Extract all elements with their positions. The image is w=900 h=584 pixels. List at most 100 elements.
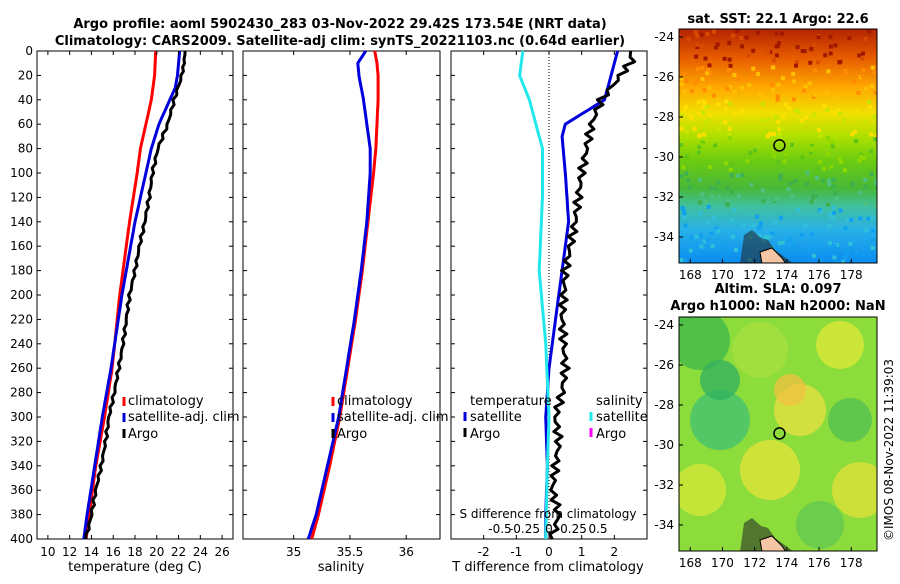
temperature-xlabel: temperature (deg C) bbox=[68, 560, 202, 575]
sst-pixel bbox=[694, 245, 699, 250]
sst-pixel bbox=[773, 220, 778, 225]
y-tick-label: 400 bbox=[10, 532, 33, 546]
sst-pixel bbox=[770, 231, 775, 236]
sst-pixel bbox=[833, 191, 838, 196]
sst-pixel bbox=[793, 108, 798, 113]
sst-pixel bbox=[832, 210, 837, 215]
sst-pixel bbox=[779, 215, 783, 220]
sst-pixel bbox=[806, 248, 811, 253]
series-line-salinity-satellite bbox=[518, 50, 551, 540]
sst-pixel bbox=[700, 66, 705, 70]
difference-legend: temperature satellite Argo salinity sate… bbox=[463, 394, 648, 442]
sst-pixel bbox=[863, 201, 868, 206]
sla-map-frame bbox=[678, 316, 878, 552]
sst-pixel bbox=[774, 53, 779, 58]
sst-pixel bbox=[827, 241, 832, 246]
sst-map-title: sat. SST: 22.1 Argo: 22.6 bbox=[687, 12, 868, 27]
sst-pixel bbox=[692, 127, 697, 132]
sst-pixel bbox=[753, 148, 758, 153]
x-tick-label: 16 bbox=[106, 545, 121, 559]
sst-pixel bbox=[695, 67, 700, 72]
sst-pixel bbox=[679, 82, 684, 87]
sst-pixel bbox=[856, 90, 861, 95]
sst-pixel bbox=[874, 203, 877, 208]
sla-anomaly-blob bbox=[796, 501, 844, 549]
sst-pixel bbox=[774, 31, 779, 36]
x-tick-label: 35.5 bbox=[337, 545, 364, 559]
map-x-tick-label: 178 bbox=[840, 268, 863, 282]
sst-pixel bbox=[714, 226, 719, 231]
sst-pixel bbox=[682, 89, 687, 94]
map-y-tick-label: -30 bbox=[654, 438, 674, 452]
sst-pixel bbox=[813, 68, 817, 73]
sst-pixel bbox=[766, 49, 771, 54]
map-x-tick-label: 168 bbox=[679, 268, 702, 282]
legend-label-t-satellite: satellite bbox=[470, 410, 522, 425]
sst-pixel bbox=[858, 169, 863, 174]
sst-pixel bbox=[757, 92, 762, 97]
sst-pixel bbox=[874, 140, 877, 145]
x-tick-label: 35 bbox=[286, 545, 301, 559]
sst-pixel bbox=[765, 134, 770, 139]
figure-title-line1: Argo profile: aoml 5902430_283 03-Nov-20… bbox=[73, 17, 606, 32]
sst-pixel bbox=[782, 159, 787, 164]
sst-pixel bbox=[827, 212, 832, 217]
sst-pixel bbox=[874, 181, 877, 186]
sst-pixel bbox=[681, 165, 686, 170]
sst-pixel bbox=[680, 206, 685, 210]
sst-pixel bbox=[778, 173, 783, 178]
sst-pixel bbox=[772, 154, 777, 159]
sst-pixel bbox=[709, 231, 714, 236]
sst-pixel bbox=[858, 190, 863, 195]
sst-pixel bbox=[727, 67, 731, 72]
sst-pixel bbox=[723, 106, 728, 111]
sst-pixel bbox=[857, 158, 862, 163]
sst-pixel bbox=[816, 128, 821, 133]
y-tick-label: 120 bbox=[10, 190, 33, 204]
sst-pixel bbox=[697, 133, 702, 138]
sst-pixel bbox=[679, 143, 683, 147]
sst-pixel bbox=[872, 70, 876, 75]
sst-pixel bbox=[712, 215, 717, 220]
sst-pixel bbox=[775, 94, 780, 99]
sst-pixel bbox=[707, 63, 712, 68]
sst-pixel bbox=[740, 173, 745, 177]
sst-pixel bbox=[788, 181, 793, 186]
sst-pixel bbox=[727, 40, 732, 45]
sst-pixel bbox=[847, 36, 852, 41]
sst-pixel bbox=[684, 78, 689, 83]
sst-pixel bbox=[704, 105, 709, 110]
sst-pixel bbox=[836, 108, 841, 113]
sst-pixel bbox=[700, 192, 705, 197]
sst-pixel bbox=[821, 178, 825, 183]
sst-pixel bbox=[766, 117, 770, 122]
map-x-tick-label: 174 bbox=[775, 556, 798, 570]
sst-pixel bbox=[812, 112, 817, 117]
sst-pixel bbox=[684, 154, 689, 159]
land-outline-nz bbox=[740, 518, 793, 551]
y-tick-label: 180 bbox=[10, 264, 33, 278]
sst-pixel bbox=[730, 33, 735, 38]
sst-pixel bbox=[747, 83, 752, 88]
sst-pixel bbox=[833, 43, 838, 48]
map-y-tick-label: -30 bbox=[654, 150, 674, 164]
land-fill-nz bbox=[759, 247, 786, 263]
s-tick-label: -0.5 bbox=[488, 522, 511, 536]
sst-pixel bbox=[739, 109, 744, 114]
sst-pixel bbox=[724, 99, 729, 104]
sst-pixel bbox=[872, 114, 877, 119]
sst-pixel bbox=[760, 102, 765, 107]
y-tick-label: 160 bbox=[10, 239, 33, 253]
sst-pixel bbox=[710, 244, 715, 249]
sst-pixel bbox=[728, 167, 733, 172]
sst-pixel bbox=[838, 59, 843, 64]
sst-pixel bbox=[794, 59, 799, 64]
sst-pixel bbox=[832, 255, 837, 260]
sst-pixel bbox=[683, 223, 688, 228]
sst-pixel bbox=[808, 60, 813, 65]
sst-pixel bbox=[825, 135, 830, 140]
s-tick-label: -0.25 bbox=[509, 522, 540, 536]
sst-pixel bbox=[843, 226, 848, 231]
sst-pixel bbox=[706, 204, 711, 209]
sst-pixel bbox=[838, 208, 843, 213]
